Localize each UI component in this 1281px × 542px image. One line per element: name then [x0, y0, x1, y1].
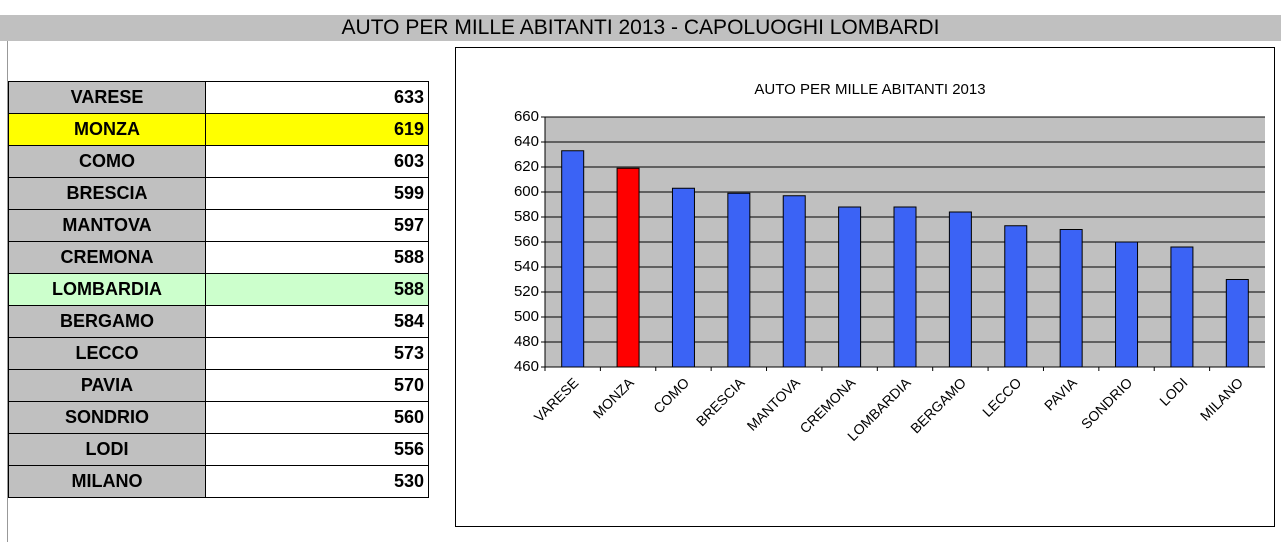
y-tick-label: 580 [514, 208, 539, 225]
name-cell: BRESCIA [9, 178, 206, 209]
bar [1115, 241, 1139, 368]
bar [727, 192, 751, 368]
bar [671, 187, 695, 368]
table-row: SONDRIO 560 [9, 402, 429, 434]
table-row: LODI 556 [9, 434, 429, 466]
y-tick-label: 620 [514, 158, 539, 175]
value-cell: 597 [206, 210, 429, 241]
bar [948, 211, 972, 368]
y-tick-label: 640 [514, 133, 539, 150]
value-cell: 633 [206, 82, 429, 113]
table-row: MILANO 530 [9, 466, 429, 498]
name-cell: MANTOVA [9, 210, 206, 241]
value-cell: 560 [206, 402, 429, 433]
chart-title: AUTO PER MILLE ABITANTI 2013 [754, 81, 985, 98]
y-tick-label: 500 [514, 308, 539, 325]
value-cell: 599 [206, 178, 429, 209]
y-tick-label: 540 [514, 258, 539, 275]
sheet-title: AUTO PER MILLE ABITANTI 2013 - CAPOLUOGH… [0, 15, 1281, 41]
sheet-edge [7, 41, 8, 542]
bar [1225, 279, 1249, 368]
bar [616, 167, 640, 368]
name-cell: MILANO [9, 466, 206, 497]
bar [893, 206, 917, 368]
value-cell: 588 [206, 242, 429, 273]
name-cell: LOMBARDIA [9, 274, 206, 305]
value-cell: 556 [206, 434, 429, 465]
name-cell: SONDRIO [9, 402, 206, 433]
y-tick-label: 480 [514, 333, 539, 350]
table-row: CREMONA 588 [9, 242, 429, 274]
bar [1004, 225, 1028, 368]
name-cell: LODI [9, 434, 206, 465]
name-cell: CREMONA [9, 242, 206, 273]
y-tick-label: 600 [514, 183, 539, 200]
data-table: VARESE 633 MONZA 619 COMO 603 BRESCIA 599 MANTOV… [8, 81, 429, 498]
value-cell: 530 [206, 466, 429, 497]
name-cell: VARESE [9, 82, 206, 113]
table-row: LOMBARDIA 588 [9, 274, 429, 306]
value-cell: 573 [206, 338, 429, 369]
bar [1170, 246, 1194, 368]
value-cell: 584 [206, 306, 429, 337]
name-cell: COMO [9, 146, 206, 177]
name-cell: PAVIA [9, 370, 206, 401]
y-tick-label: 660 [514, 108, 539, 125]
bar [782, 195, 806, 368]
name-cell: LECCO [9, 338, 206, 369]
value-cell: 619 [206, 114, 429, 145]
value-cell: 603 [206, 146, 429, 177]
table-row: VARESE 633 [9, 82, 429, 114]
bar [1059, 229, 1083, 368]
y-tick-label: 560 [514, 233, 539, 250]
y-tick-label: 520 [514, 283, 539, 300]
table-row: BERGAMO 584 [9, 306, 429, 338]
table-row: BRESCIA 599 [9, 178, 429, 210]
y-tick-label: 460 [514, 358, 539, 375]
bar [561, 150, 585, 368]
table-row: PAVIA 570 [9, 370, 429, 402]
value-cell: 588 [206, 274, 429, 305]
table-row: MONZA 619 [9, 114, 429, 146]
table-row: COMO 603 [9, 146, 429, 178]
bar [838, 206, 862, 368]
table-row: MANTOVA 597 [9, 210, 429, 242]
name-cell: MONZA [9, 114, 206, 145]
value-cell: 570 [206, 370, 429, 401]
name-cell: BERGAMO [9, 306, 206, 337]
table-row: LECCO 573 [9, 338, 429, 370]
